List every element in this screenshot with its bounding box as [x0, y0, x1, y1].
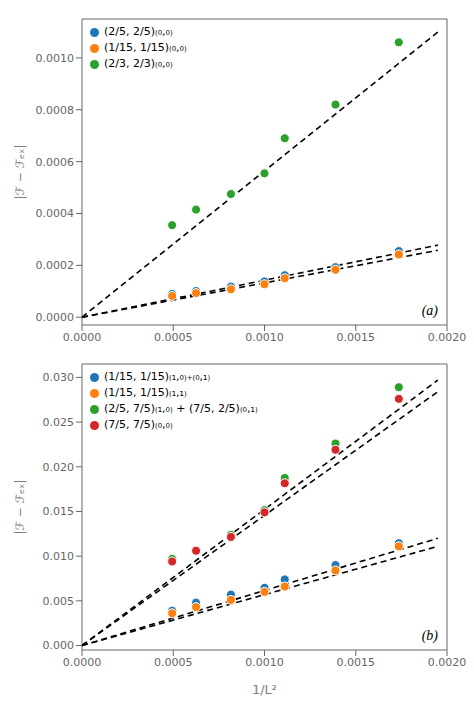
html-text:(2/5, 7/5)₍₁,₀₎ + (7/5, 2/5)₍₀: (2/5, 7/5)₍₁,₀₎ + (7/5, 2/5)₍₀,₁₎: [104, 402, 258, 415]
svg-text:0.0010: 0.0010: [245, 656, 284, 669]
svg-text:0.0000: 0.0000: [63, 331, 102, 344]
svg-text:0.0010: 0.0010: [245, 331, 284, 344]
svg-text:1/L²: 1/L²: [252, 682, 277, 697]
svg-text:0.025: 0.025: [43, 416, 75, 429]
svg-text:0.0005: 0.0005: [154, 656, 193, 669]
html-text:(2/3, 2/3)₍₀,₀₎: (2/3, 2/3)₍₀,₀₎: [104, 57, 173, 70]
html-text:(b): (b): [421, 628, 438, 643]
svg-text:0.030: 0.030: [43, 371, 75, 384]
html-text:(1/15, 1/15)₍₀,₀₎: (1/15, 1/15)₍₀,₀₎: [104, 41, 187, 54]
html-text:(a): (a): [421, 303, 438, 318]
svg-text:0.005: 0.005: [43, 595, 75, 608]
svg-text:0.010: 0.010: [43, 550, 75, 563]
svg-text:0.0002: 0.0002: [36, 259, 75, 272]
html-text:(1/15, 1/15)₍₁,₁₎: (1/15, 1/15)₍₁,₁₎: [104, 386, 187, 399]
svg-text:0.0010: 0.0010: [36, 52, 75, 65]
svg-text:0.0005: 0.0005: [154, 331, 193, 344]
svg-text:0.015: 0.015: [43, 505, 75, 518]
svg-text:0.020: 0.020: [43, 461, 75, 474]
html-text:(2/5, 2/5)₍₀,₀₎: (2/5, 2/5)₍₀,₀₎: [104, 25, 173, 38]
svg-text:0.0015: 0.0015: [337, 331, 376, 344]
svg-text:|ℱ − ℱₑₓ|: |ℱ − ℱₑₓ|: [13, 480, 27, 535]
svg-text:|ℱ − ℱₑₓ|: |ℱ − ℱₑₓ|: [13, 145, 27, 200]
svg-text:0.0006: 0.0006: [36, 156, 75, 169]
svg-text:0.0020: 0.0020: [428, 656, 466, 669]
svg-text:0.0000: 0.0000: [36, 311, 75, 324]
svg-text:0.0000: 0.0000: [63, 656, 102, 669]
svg-text:0.0020: 0.0020: [428, 331, 466, 344]
svg-text:0.0004: 0.0004: [36, 207, 75, 220]
html-text:(1/15, 1/15)₍₁,₀₎₊₍₀,₁₎: (1/15, 1/15)₍₁,₀₎₊₍₀,₁₎: [104, 370, 211, 383]
html-text:(7/5, 7/5)₍₀,₀₎: (7/5, 7/5)₍₀,₀₎: [104, 418, 173, 431]
svg-text:0.0015: 0.0015: [337, 656, 376, 669]
svg-text:0.0008: 0.0008: [36, 104, 75, 117]
svg-text:0.000: 0.000: [43, 639, 75, 652]
